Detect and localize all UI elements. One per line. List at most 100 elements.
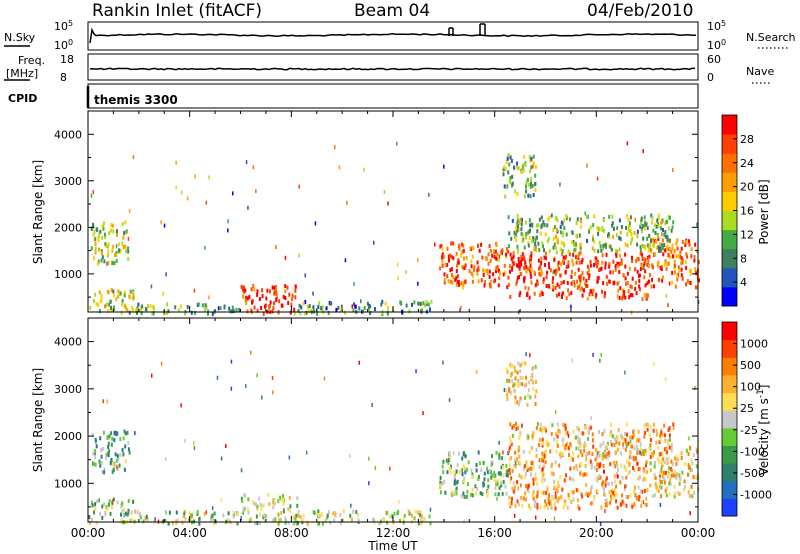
data-cell: [520, 495, 523, 500]
data-cell: [589, 486, 592, 491]
data-cell: [284, 296, 287, 300]
data-cell: [568, 496, 571, 500]
data-cell: [532, 496, 535, 501]
data-cell: [676, 471, 679, 476]
data-cell: [529, 228, 531, 233]
colorbar-swatch: [722, 339, 737, 358]
data-cell: [541, 292, 544, 296]
data-cell: [149, 304, 152, 309]
data-cell: [628, 295, 631, 300]
data-cell: [567, 446, 570, 451]
data-cell: [651, 277, 653, 282]
data-cell: [103, 221, 105, 226]
data-cell: [621, 475, 624, 480]
data-cell: [483, 477, 486, 482]
data-cell: [535, 380, 537, 384]
data-cell: [556, 263, 559, 267]
data-cell: [123, 231, 126, 236]
data-cell: [454, 277, 457, 282]
data-cell: [660, 265, 663, 270]
data-cell: [326, 513, 329, 518]
power-ylabel: Slant Range [km]: [31, 160, 45, 264]
data-cell: [649, 247, 652, 252]
data-cell: [120, 518, 123, 522]
data-cell: [607, 481, 610, 486]
data-cell: [598, 227, 601, 232]
data-cell: [232, 309, 235, 314]
data-cell: [644, 220, 647, 225]
data-cell: [227, 228, 229, 233]
data-cell: [405, 270, 407, 275]
data-cell: [517, 383, 520, 388]
data-cell: [585, 472, 588, 477]
x-tick-label: 08:00: [274, 526, 309, 540]
data-cell: [274, 501, 276, 506]
data-cell: [521, 361, 524, 366]
data-cell: [160, 220, 162, 225]
data-cell: [440, 490, 442, 495]
data-cell: [352, 509, 355, 514]
data-cell: [644, 246, 647, 251]
data-cell: [531, 372, 534, 377]
data-cell: [107, 242, 110, 247]
data-cell: [553, 269, 556, 274]
data-cell: [119, 452, 122, 457]
data-cell: [661, 461, 664, 466]
data-cell: [486, 466, 489, 471]
colorbar-swatch: [722, 498, 737, 517]
data-cell: [210, 517, 213, 522]
colorbar-swatch: [722, 286, 737, 307]
data-cell: [630, 310, 633, 315]
data-cell: [548, 265, 551, 270]
data-cell: [681, 276, 684, 281]
data-cell: [649, 424, 652, 429]
data-cell: [490, 279, 493, 284]
data-cell: [664, 259, 667, 264]
data-cell: [568, 292, 571, 297]
data-cell: [536, 490, 539, 495]
data-cell: [468, 269, 471, 274]
data-cell: [317, 509, 320, 514]
data-cell: [668, 247, 671, 251]
data-cell: [505, 254, 508, 259]
data-cell: [608, 262, 611, 267]
data-cell: [340, 518, 343, 523]
data-cell: [100, 249, 103, 254]
data-cell: [651, 215, 654, 220]
data-cell: [572, 490, 575, 495]
data-cell: [420, 514, 423, 519]
data-cell: [350, 503, 352, 508]
data-cell: [522, 254, 525, 259]
data-cell: [684, 260, 687, 265]
data-cell: [616, 474, 619, 479]
data-cell: [685, 240, 688, 245]
data-cell: [570, 281, 573, 286]
data-cell: [127, 246, 130, 251]
data-cell: [603, 218, 605, 223]
colorbar-tick-label: -500: [740, 467, 765, 480]
x-tick-label: 16:00: [477, 526, 512, 540]
data-cell: [542, 472, 545, 477]
data-cell: [505, 463, 508, 468]
data-cell: [486, 470, 489, 475]
data-cell: [524, 262, 527, 267]
data-cell: [506, 285, 509, 290]
data-cell: [618, 295, 621, 300]
data-cell: [644, 451, 647, 456]
data-cell: [694, 242, 697, 247]
data-cell: [508, 162, 511, 167]
data-cell: [545, 275, 548, 280]
data-cell: [453, 492, 456, 496]
data-cell: [300, 305, 303, 310]
data-cell: [393, 511, 396, 516]
data-cell: [679, 250, 682, 255]
data-cell: [685, 252, 688, 257]
data-cell: [197, 302, 200, 307]
data-cell: [543, 223, 546, 227]
data-cell: [498, 276, 501, 281]
data-cell: [98, 233, 101, 237]
data-cell: [653, 361, 655, 366]
data-cell: [615, 233, 618, 238]
data-cell: [523, 266, 526, 271]
